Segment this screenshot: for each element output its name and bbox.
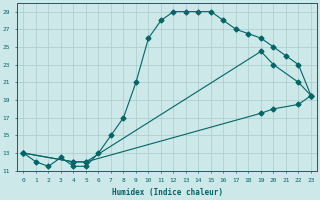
X-axis label: Humidex (Indice chaleur): Humidex (Indice chaleur) (112, 188, 223, 197)
